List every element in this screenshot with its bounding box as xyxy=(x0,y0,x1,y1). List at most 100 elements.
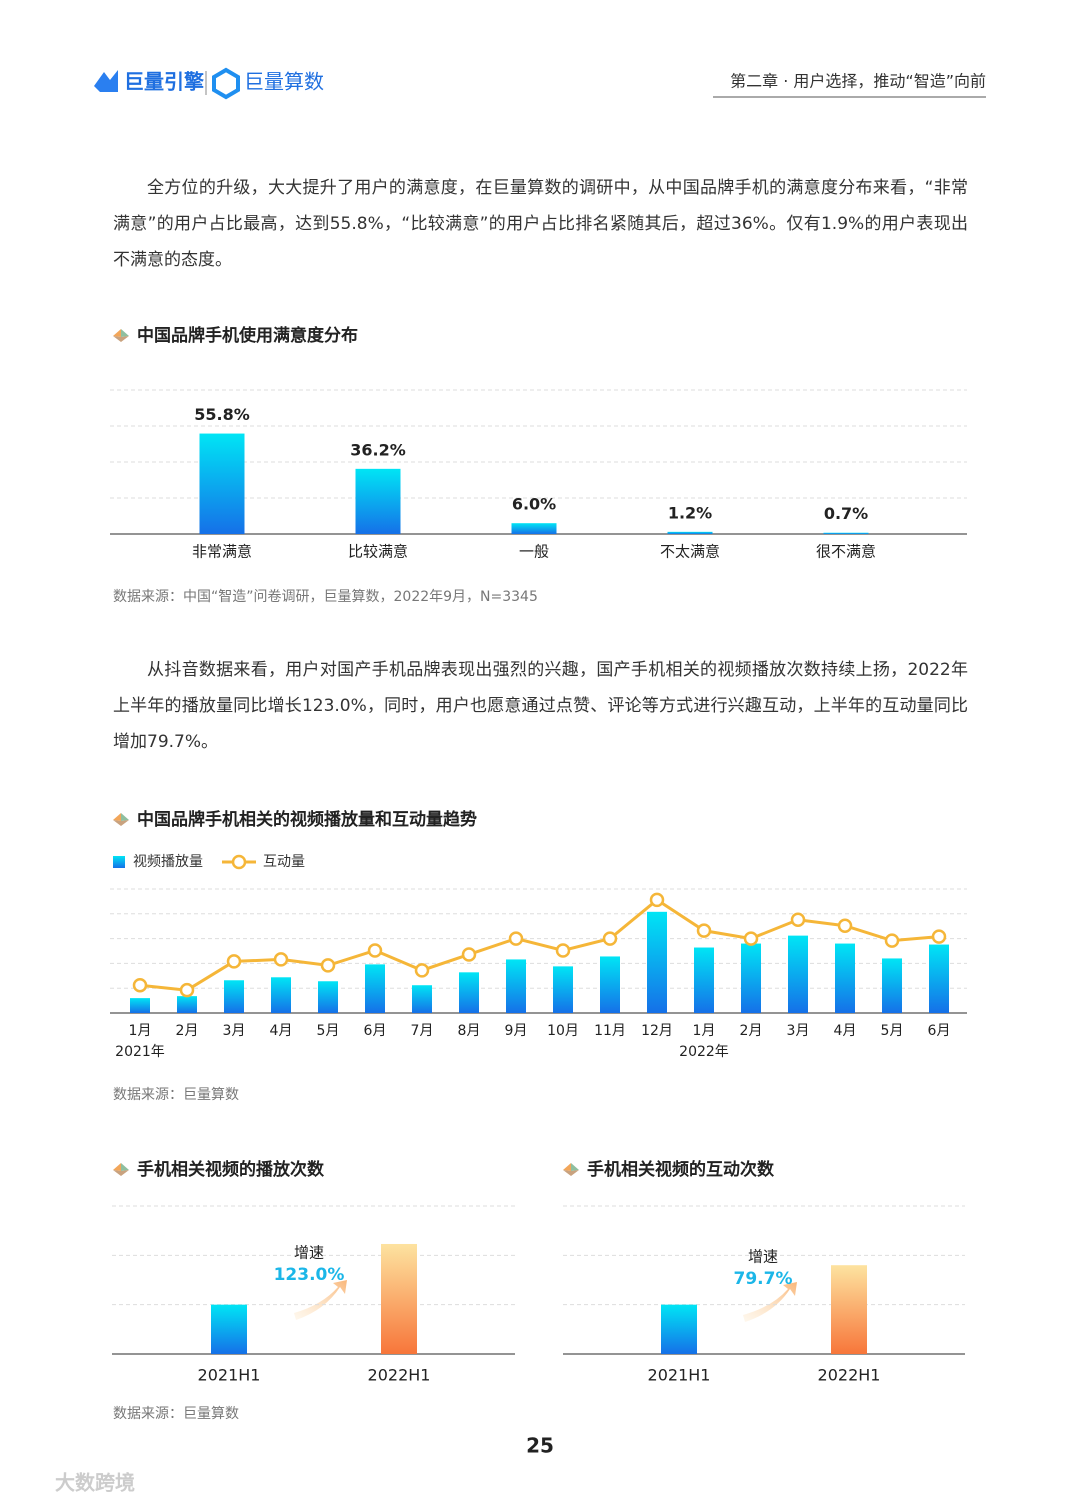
line-marker xyxy=(320,958,336,973)
line-marker xyxy=(414,963,430,978)
bar xyxy=(647,911,667,1013)
page-number: 25 xyxy=(526,1434,554,1458)
chart-title: 手机相关视频的播放次数 xyxy=(137,1159,325,1180)
line-marker xyxy=(179,982,195,998)
line-marker xyxy=(743,931,759,946)
title-icon xyxy=(113,1163,121,1171)
bar xyxy=(365,964,385,1013)
header: 巨量引擎 巨量算数 第二章 · 用户选择，推动“智造”向前 xyxy=(94,67,986,100)
bar xyxy=(788,935,808,1013)
x-tick-label: 2021H1 xyxy=(198,1366,261,1385)
line-marker xyxy=(790,912,806,928)
x-tick-label: 非常满意 xyxy=(192,543,252,561)
logo-text: 巨量算数 xyxy=(244,70,324,94)
paragraph: 全方位的升级，大大提升了用户的满意度，在巨量算数的调研中，从中国品牌手机的满意度… xyxy=(113,178,968,270)
line-marker xyxy=(273,952,289,967)
x-tick-label: 1月 xyxy=(129,1023,152,1039)
bar xyxy=(355,468,401,534)
arrow xyxy=(743,1282,797,1322)
x-tick-label: 3月 xyxy=(787,1023,810,1039)
title-icon xyxy=(113,1170,129,1176)
bar xyxy=(694,947,714,1013)
x-tick-label: 2021H1 xyxy=(648,1366,711,1385)
logo-icon xyxy=(212,67,240,100)
line-marker xyxy=(884,933,900,948)
line-marker xyxy=(602,931,618,946)
x-tick-label: 2022H1 xyxy=(368,1366,431,1385)
bar xyxy=(318,981,338,1013)
line-marker xyxy=(508,931,524,946)
logo-text: 巨量引擎 xyxy=(124,70,204,94)
bar xyxy=(506,959,526,1013)
value-label: 36.2% xyxy=(350,440,406,459)
x-tick-label: 一般 xyxy=(519,543,549,561)
legend-label: 视频播放量 xyxy=(133,854,203,870)
legend-swatch xyxy=(113,856,125,868)
x-tick-label: 4月 xyxy=(834,1023,857,1039)
annotation-value: 123.0% xyxy=(274,1265,345,1285)
bar xyxy=(831,1265,867,1354)
bar xyxy=(882,958,902,1013)
x-tick-label: 不太满意 xyxy=(660,543,720,561)
x-tick-label: 3月 xyxy=(223,1023,246,1039)
logo-icon xyxy=(94,70,118,92)
bar xyxy=(199,433,245,534)
value-label: 55.8% xyxy=(194,405,250,424)
value-label: 0.7% xyxy=(824,504,868,523)
chart-title: 中国品牌手机使用满意度分布 xyxy=(137,325,358,346)
title-icon xyxy=(563,1163,571,1171)
bar xyxy=(130,998,150,1013)
title-icon xyxy=(113,813,121,821)
x-tick-label: 5月 xyxy=(317,1023,340,1039)
x-group-label: 2022年 xyxy=(679,1044,729,1060)
bar xyxy=(835,943,855,1013)
x-tick-label: 2月 xyxy=(176,1023,199,1039)
arrow xyxy=(294,1280,347,1320)
x-tick-label: 1月 xyxy=(693,1023,716,1039)
paragraph: 从抖音数据来看，用户对国产手机品牌表现出强烈的兴趣，国产手机相关的视频播放次数持… xyxy=(113,660,968,752)
x-tick-label: 比较满意 xyxy=(348,543,408,561)
bar xyxy=(667,531,713,534)
value-label: 1.2% xyxy=(668,503,712,522)
line-marker xyxy=(461,947,477,962)
bar xyxy=(412,985,432,1013)
x-tick-label: 很不满意 xyxy=(816,543,876,561)
watermark: 大数跨境 xyxy=(55,1471,135,1495)
bar xyxy=(741,943,761,1013)
bar xyxy=(600,956,620,1013)
value-label: 6.0% xyxy=(512,495,556,514)
x-tick-label: 8月 xyxy=(458,1023,481,1039)
legend-marker xyxy=(231,854,247,870)
x-tick-label: 2022H1 xyxy=(818,1366,881,1385)
bar xyxy=(553,966,573,1013)
x-tick-label: 10月 xyxy=(547,1023,579,1039)
x-group-label: 2021年 xyxy=(115,1044,165,1060)
bar xyxy=(381,1243,417,1354)
source-note: 数据来源：巨量算数 xyxy=(113,1406,239,1422)
legend-label: 互动量 xyxy=(263,854,305,870)
annotation-value: 79.7% xyxy=(734,1269,793,1289)
bar xyxy=(511,523,557,534)
title-icon xyxy=(121,1163,129,1171)
bar xyxy=(929,944,949,1013)
x-tick-label: 5月 xyxy=(881,1023,904,1039)
x-tick-label: 11月 xyxy=(594,1023,626,1039)
line-marker xyxy=(367,943,383,958)
line-marker xyxy=(555,943,571,958)
x-tick-label: 2月 xyxy=(740,1023,763,1039)
line-marker xyxy=(931,929,947,944)
bar xyxy=(224,980,244,1013)
chart-title: 中国品牌手机相关的视频播放量和互动量趋势 xyxy=(137,809,477,830)
line-marker xyxy=(132,977,148,993)
line-marker xyxy=(649,892,665,908)
source-note: 数据来源：中国“智造”问卷调研，巨量算数，2022年9月，N=3345 xyxy=(113,589,538,605)
bar xyxy=(177,996,197,1013)
x-tick-label: 6月 xyxy=(364,1023,387,1039)
chart-title: 手机相关视频的互动次数 xyxy=(587,1159,775,1180)
x-tick-label: 4月 xyxy=(270,1023,293,1039)
title-icon xyxy=(113,329,121,337)
line-marker xyxy=(837,918,853,933)
bar xyxy=(459,972,479,1013)
